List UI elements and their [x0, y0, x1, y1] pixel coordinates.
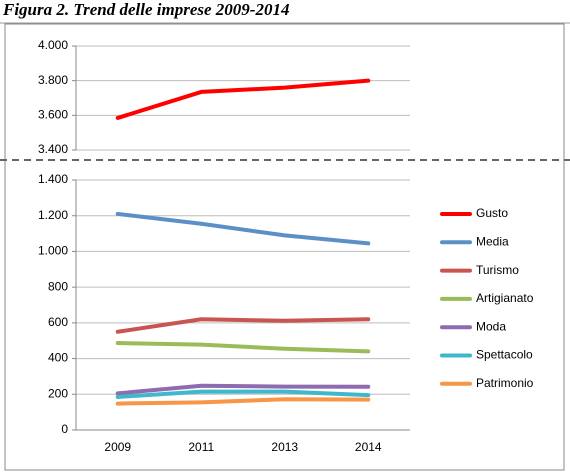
- y-tick-label: 600: [48, 315, 68, 329]
- chart-title: Figura 2. Trend delle imprese 2009-2014: [2, 0, 289, 19]
- y-tick-label: 3.800: [38, 73, 68, 87]
- y-tick-label: 200: [48, 386, 68, 400]
- y-tick-label: 4.000: [38, 38, 68, 52]
- series-line: [115, 341, 371, 354]
- series-line: [115, 397, 371, 406]
- legend-label: Spettacolo: [476, 348, 533, 362]
- chart-frame: [4, 23, 565, 471]
- y-tick-label: 800: [48, 279, 68, 293]
- legend-label: Gusto: [476, 206, 508, 220]
- series-line: [115, 383, 371, 396]
- series-line: [115, 78, 371, 120]
- y-tick-label: 400: [48, 351, 68, 365]
- y-tick-label: 1.400: [38, 172, 68, 186]
- y-tick-label: 3.400: [38, 142, 68, 156]
- legend-label: Turismo: [476, 263, 519, 277]
- y-tick-label: 0: [61, 422, 68, 436]
- series-line: [115, 211, 371, 246]
- legend-label: Artigianato: [476, 291, 534, 305]
- series-line: [115, 389, 371, 399]
- legend-label: Patrimonio: [476, 376, 534, 390]
- x-tick-label: 2009: [104, 440, 131, 454]
- x-tick-label: 2013: [271, 440, 298, 454]
- x-tick-label: 2011: [188, 440, 214, 454]
- y-tick-label: 1.000: [38, 244, 68, 258]
- y-tick-label: 1.200: [38, 208, 68, 222]
- legend-label: Media: [476, 234, 509, 248]
- x-tick-label: 2014: [355, 440, 382, 454]
- legend-label: Moda: [476, 319, 506, 333]
- y-tick-label: 3.600: [38, 108, 68, 122]
- series-line: [115, 317, 371, 334]
